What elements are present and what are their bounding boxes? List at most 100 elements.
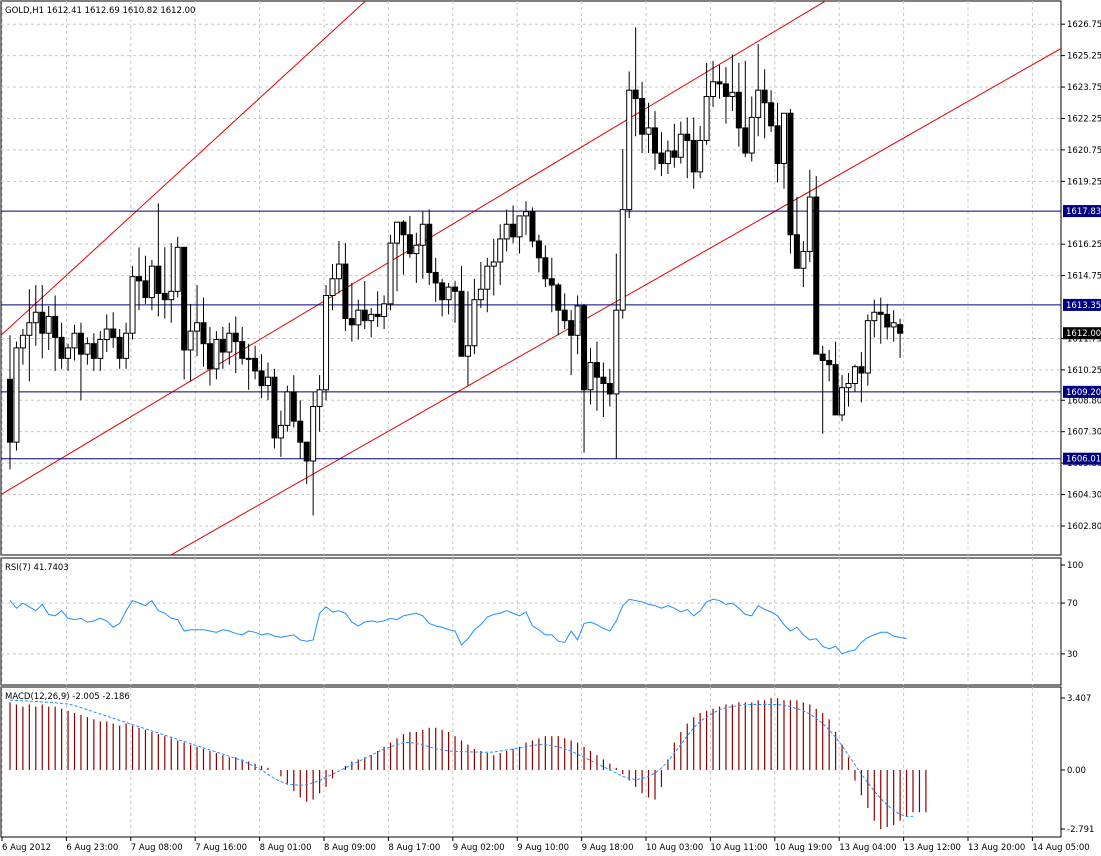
candle-body-bull xyxy=(97,338,104,359)
price-panel-frame xyxy=(0,0,1062,556)
candle-body-bull xyxy=(626,89,633,211)
candle xyxy=(748,96,755,162)
candle-body-bull xyxy=(245,357,252,360)
candle-body-bull xyxy=(368,313,375,322)
candle-body-bear xyxy=(561,309,568,322)
y-tick-label: 1604.30 xyxy=(1067,491,1101,501)
candle-body-bull xyxy=(703,95,710,141)
candle xyxy=(626,71,633,218)
candle xyxy=(722,67,729,124)
candle-body-bear xyxy=(303,441,310,462)
x-tick-label: 10 Aug 03:00 xyxy=(646,843,703,852)
candle-body-bear xyxy=(458,290,465,357)
y-tick-label: 1625.25 xyxy=(1067,52,1101,62)
candle-body-bear xyxy=(142,280,149,299)
candle xyxy=(90,333,97,371)
candle-body-bear xyxy=(632,89,639,100)
candle xyxy=(323,285,330,401)
macd-signal-line xyxy=(9,699,914,818)
candle-body-bear xyxy=(297,420,304,443)
candle xyxy=(387,234,394,311)
candle xyxy=(252,345,259,380)
candle-body-bear xyxy=(432,271,439,284)
candle-body-bull xyxy=(265,376,271,387)
candle-body-bull xyxy=(748,116,755,154)
y-tick-label: 1607.30 xyxy=(1067,428,1101,438)
candle-body-bear xyxy=(832,364,839,416)
candle-body-bear xyxy=(787,112,794,236)
candle xyxy=(800,241,807,288)
candle xyxy=(32,285,39,346)
candle xyxy=(890,310,897,342)
candle-body-bull xyxy=(387,242,394,305)
rsi-panel-frame xyxy=(0,557,1062,686)
candle xyxy=(658,132,665,177)
candle xyxy=(697,125,704,179)
candle-body-bull xyxy=(587,362,594,391)
x-tick-label: 8 Aug 17:00 xyxy=(388,843,440,852)
candle xyxy=(671,123,678,168)
candle-body-bear xyxy=(136,276,142,282)
candle xyxy=(232,316,239,374)
candle xyxy=(355,299,362,340)
level-label-box xyxy=(1063,298,1101,311)
candle xyxy=(155,203,162,317)
candle xyxy=(19,329,26,365)
y-tick-label: 1622.25 xyxy=(1067,114,1101,124)
candle-body-bear xyxy=(548,278,555,286)
candle-body-bear xyxy=(884,313,891,328)
level-label: 1617.83 xyxy=(1066,207,1101,217)
candle-body-bull xyxy=(613,309,620,395)
candle xyxy=(277,410,284,457)
candle-body-bull xyxy=(413,244,420,255)
channel-line xyxy=(169,47,1061,555)
candle xyxy=(606,368,613,407)
candle-body-bear xyxy=(252,357,259,372)
candle-body-bear xyxy=(361,309,368,322)
candle xyxy=(361,280,368,330)
channel-lines xyxy=(1,1,1061,555)
candle xyxy=(265,362,271,401)
x-tick-label: 7 Aug 16:00 xyxy=(195,843,247,852)
candle xyxy=(142,255,149,304)
candle xyxy=(406,215,413,258)
candle-body-bear xyxy=(400,221,407,236)
current-price-label: 1612.00 xyxy=(1066,329,1101,339)
candle-body-bull xyxy=(645,127,652,135)
candle xyxy=(845,373,852,407)
candle xyxy=(77,322,84,401)
candle-body-bull xyxy=(697,139,704,173)
level-label-box xyxy=(1063,385,1101,398)
candle-body-bear xyxy=(452,286,459,292)
candle xyxy=(677,121,684,164)
candle xyxy=(490,238,497,296)
candle-body-bear xyxy=(77,332,84,355)
candle-body-bear xyxy=(761,89,768,104)
candle-body-bull xyxy=(864,320,871,374)
candle-body-bear xyxy=(374,313,381,317)
candle-body-bear xyxy=(90,343,97,359)
candle-body-bull xyxy=(277,424,284,439)
candle xyxy=(593,341,600,411)
candle-body-bull xyxy=(484,265,491,290)
candle xyxy=(297,400,304,459)
candle xyxy=(348,282,355,342)
candle-body-bear xyxy=(826,359,833,366)
candle xyxy=(458,266,465,357)
candle-body-bull xyxy=(45,315,52,334)
candle xyxy=(813,176,820,355)
x-tick-label: 13 Aug 04:00 xyxy=(839,843,896,852)
candle xyxy=(561,293,568,330)
candle xyxy=(716,65,723,99)
candle-body-bull xyxy=(19,334,26,349)
candle xyxy=(793,197,800,269)
candle-body-bear xyxy=(535,240,542,259)
candle xyxy=(735,62,742,147)
rsi-y-tick-label: 30 xyxy=(1067,650,1078,660)
candle xyxy=(136,247,142,311)
candle-body-bull xyxy=(123,332,130,359)
candle xyxy=(7,335,13,470)
candle xyxy=(632,27,639,137)
